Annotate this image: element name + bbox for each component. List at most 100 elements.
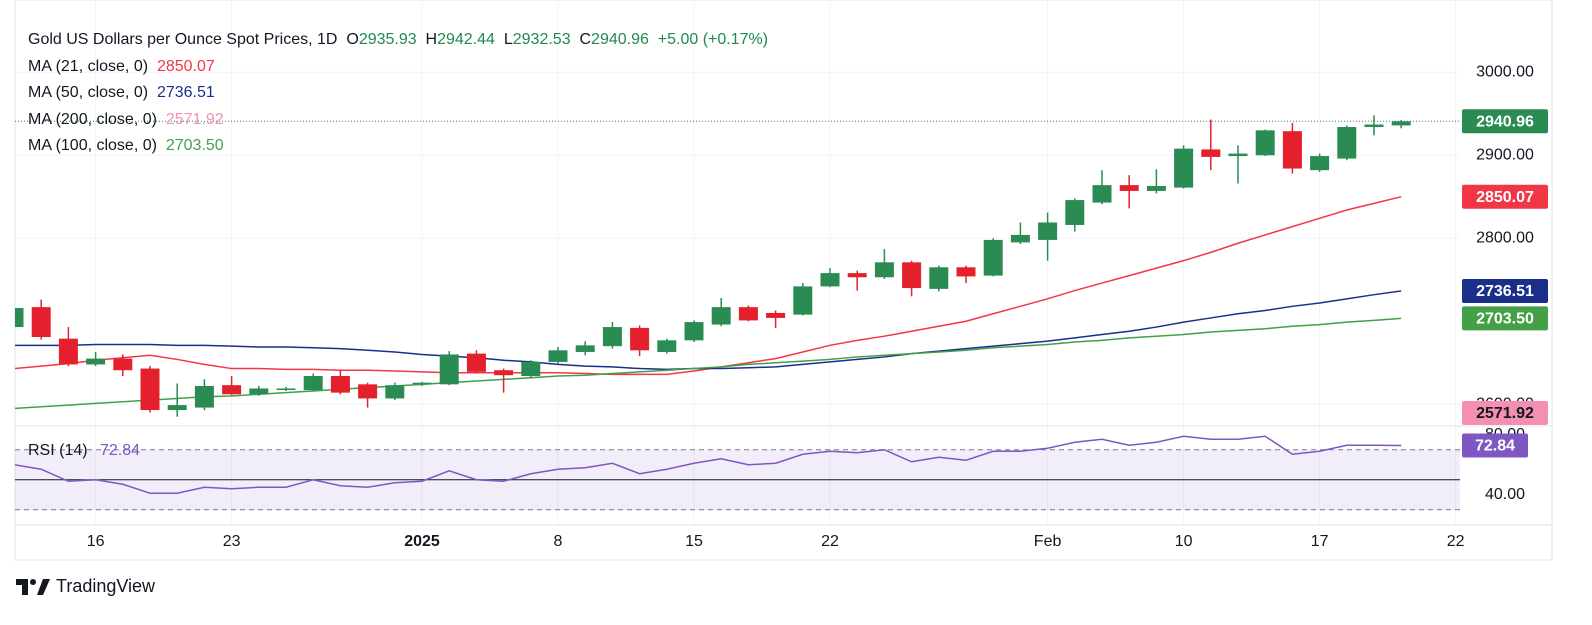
x-tick-label: 16: [87, 533, 105, 550]
axes: 2600.002800.002900.003000.00162320258152…: [15, 63, 1552, 550]
ohlc-label: H: [425, 31, 438, 48]
candle-body: [1010, 234, 1030, 243]
ma-value: 2571.92: [165, 110, 224, 128]
candle-body: [113, 358, 133, 371]
y-tick-label: 2900.00: [1476, 146, 1534, 163]
candle-body: [874, 262, 894, 278]
brand: TradingView: [16, 576, 155, 597]
ohlc-value: 2942.44: [437, 31, 495, 48]
ma-name: MA (200, close, 0): [28, 110, 157, 128]
ma-legend-row: MA (100, close, 0) 2703.50: [28, 133, 768, 160]
candle-body: [521, 361, 541, 377]
candle-body: [602, 327, 622, 347]
x-tick-label: 2025: [404, 533, 440, 550]
candle-body: [249, 388, 269, 395]
rsi-value: 72.84: [100, 442, 140, 459]
x-tick-label: 17: [1311, 533, 1329, 550]
ma-badge: 2850.07: [1476, 189, 1534, 206]
x-tick-label: 23: [223, 533, 241, 550]
ma-name: MA (100, close, 0): [28, 137, 157, 154]
candle-body: [929, 267, 949, 289]
legend: Gold US Dollars per Ounce Spot Prices, 1…: [28, 27, 768, 160]
candle-body: [548, 350, 568, 362]
candle-body: [902, 262, 922, 289]
ma-badge: 2703.50: [1476, 311, 1534, 328]
candle-body: [738, 307, 758, 321]
y-tick-label: 2800.00: [1476, 229, 1534, 246]
candle-body: [793, 286, 813, 315]
ma-name: MA (50, close, 0): [28, 84, 149, 101]
grid: [15, 0, 1460, 525]
ma-value: 2850.07: [156, 57, 215, 75]
x-tick-label: 8: [554, 533, 563, 550]
candle-body: [1228, 153, 1248, 157]
ma-line: [15, 290, 1402, 371]
candle-body: [330, 376, 350, 393]
candle-body: [657, 340, 677, 352]
candle-body: [1119, 185, 1139, 191]
candle-body: [1391, 121, 1411, 126]
candle-body: [766, 312, 786, 318]
candle-body: [58, 338, 78, 365]
brand-logo: [16, 578, 50, 595]
rsi-badge-bg: [1462, 433, 1528, 458]
rsi-tick-label: 40.00: [1485, 486, 1525, 503]
ma-legend-row: MA (21, close, 0) 2850.07: [28, 54, 768, 81]
candle-body: [167, 405, 187, 411]
candle-body: [684, 322, 704, 341]
last-price-badge-bg: [1462, 109, 1548, 134]
x-tick-label: Feb: [1034, 533, 1062, 550]
ohlc-value: 2935.93: [358, 31, 417, 48]
ma-line: [15, 317, 1402, 410]
candle-body: [140, 368, 160, 411]
ma-badge-bg: [1462, 401, 1548, 425]
candle-body: [1255, 130, 1275, 156]
candle-body: [630, 327, 650, 351]
ma-line: [15, 195, 1402, 376]
candle-body: [575, 345, 595, 352]
plot-area: [15, 115, 1460, 511]
rsi-badge: 72.84: [1475, 438, 1515, 455]
candle-body: [276, 388, 296, 390]
chart-frame: [14, 0, 1553, 561]
candle-body: [412, 382, 432, 385]
candle-body: [15, 307, 24, 328]
candle-body: [1174, 148, 1194, 188]
candle-body: [31, 307, 51, 338]
y-tick-label: 3000.00: [1476, 63, 1534, 80]
candle-body: [1310, 156, 1330, 171]
rsi-line: [15, 435, 1402, 494]
candle-body: [1065, 200, 1085, 225]
candle-body: [303, 376, 323, 391]
ma-badge-bg: [1462, 306, 1548, 331]
candle-body: [385, 385, 405, 399]
candle-body: [1282, 131, 1302, 169]
candle-body: [956, 267, 976, 277]
candle-body: [466, 353, 486, 372]
ohlc-label: C: [579, 31, 592, 48]
ma-name: MA (21, close, 0): [28, 57, 149, 75]
header-line: Gold US Dollars per Ounce Spot Prices, 1…: [28, 27, 768, 54]
candle-body: [358, 384, 378, 399]
ma-badge: 2571.92: [1476, 405, 1534, 422]
candle-body: [1364, 124, 1384, 128]
candle-body: [1146, 185, 1166, 191]
ma-legend: MA (21, close, 0) 2850.07 MA (50, close, …: [28, 54, 768, 160]
ma-value: 2736.51: [156, 84, 215, 101]
ohlc-label: O: [346, 31, 359, 48]
candle-body: [1201, 149, 1221, 157]
symbol-title: Gold US Dollars per Ounce Spot Prices, 1…: [28, 31, 338, 48]
x-tick-label: 22: [821, 533, 839, 550]
ma-badge-bg: [1462, 184, 1548, 209]
brand-name: TradingView: [56, 576, 156, 596]
ohlc-value: 2932.53: [512, 31, 571, 48]
x-tick-label: 10: [1175, 533, 1193, 550]
ma-legend-row: MA (50, close, 0) 2736.51: [28, 80, 768, 107]
ma-badge-bg: [1462, 278, 1548, 303]
candle-body: [494, 370, 514, 376]
candle-body: [820, 273, 840, 287]
candle-body: [194, 385, 214, 408]
candle-body: [983, 239, 1003, 276]
